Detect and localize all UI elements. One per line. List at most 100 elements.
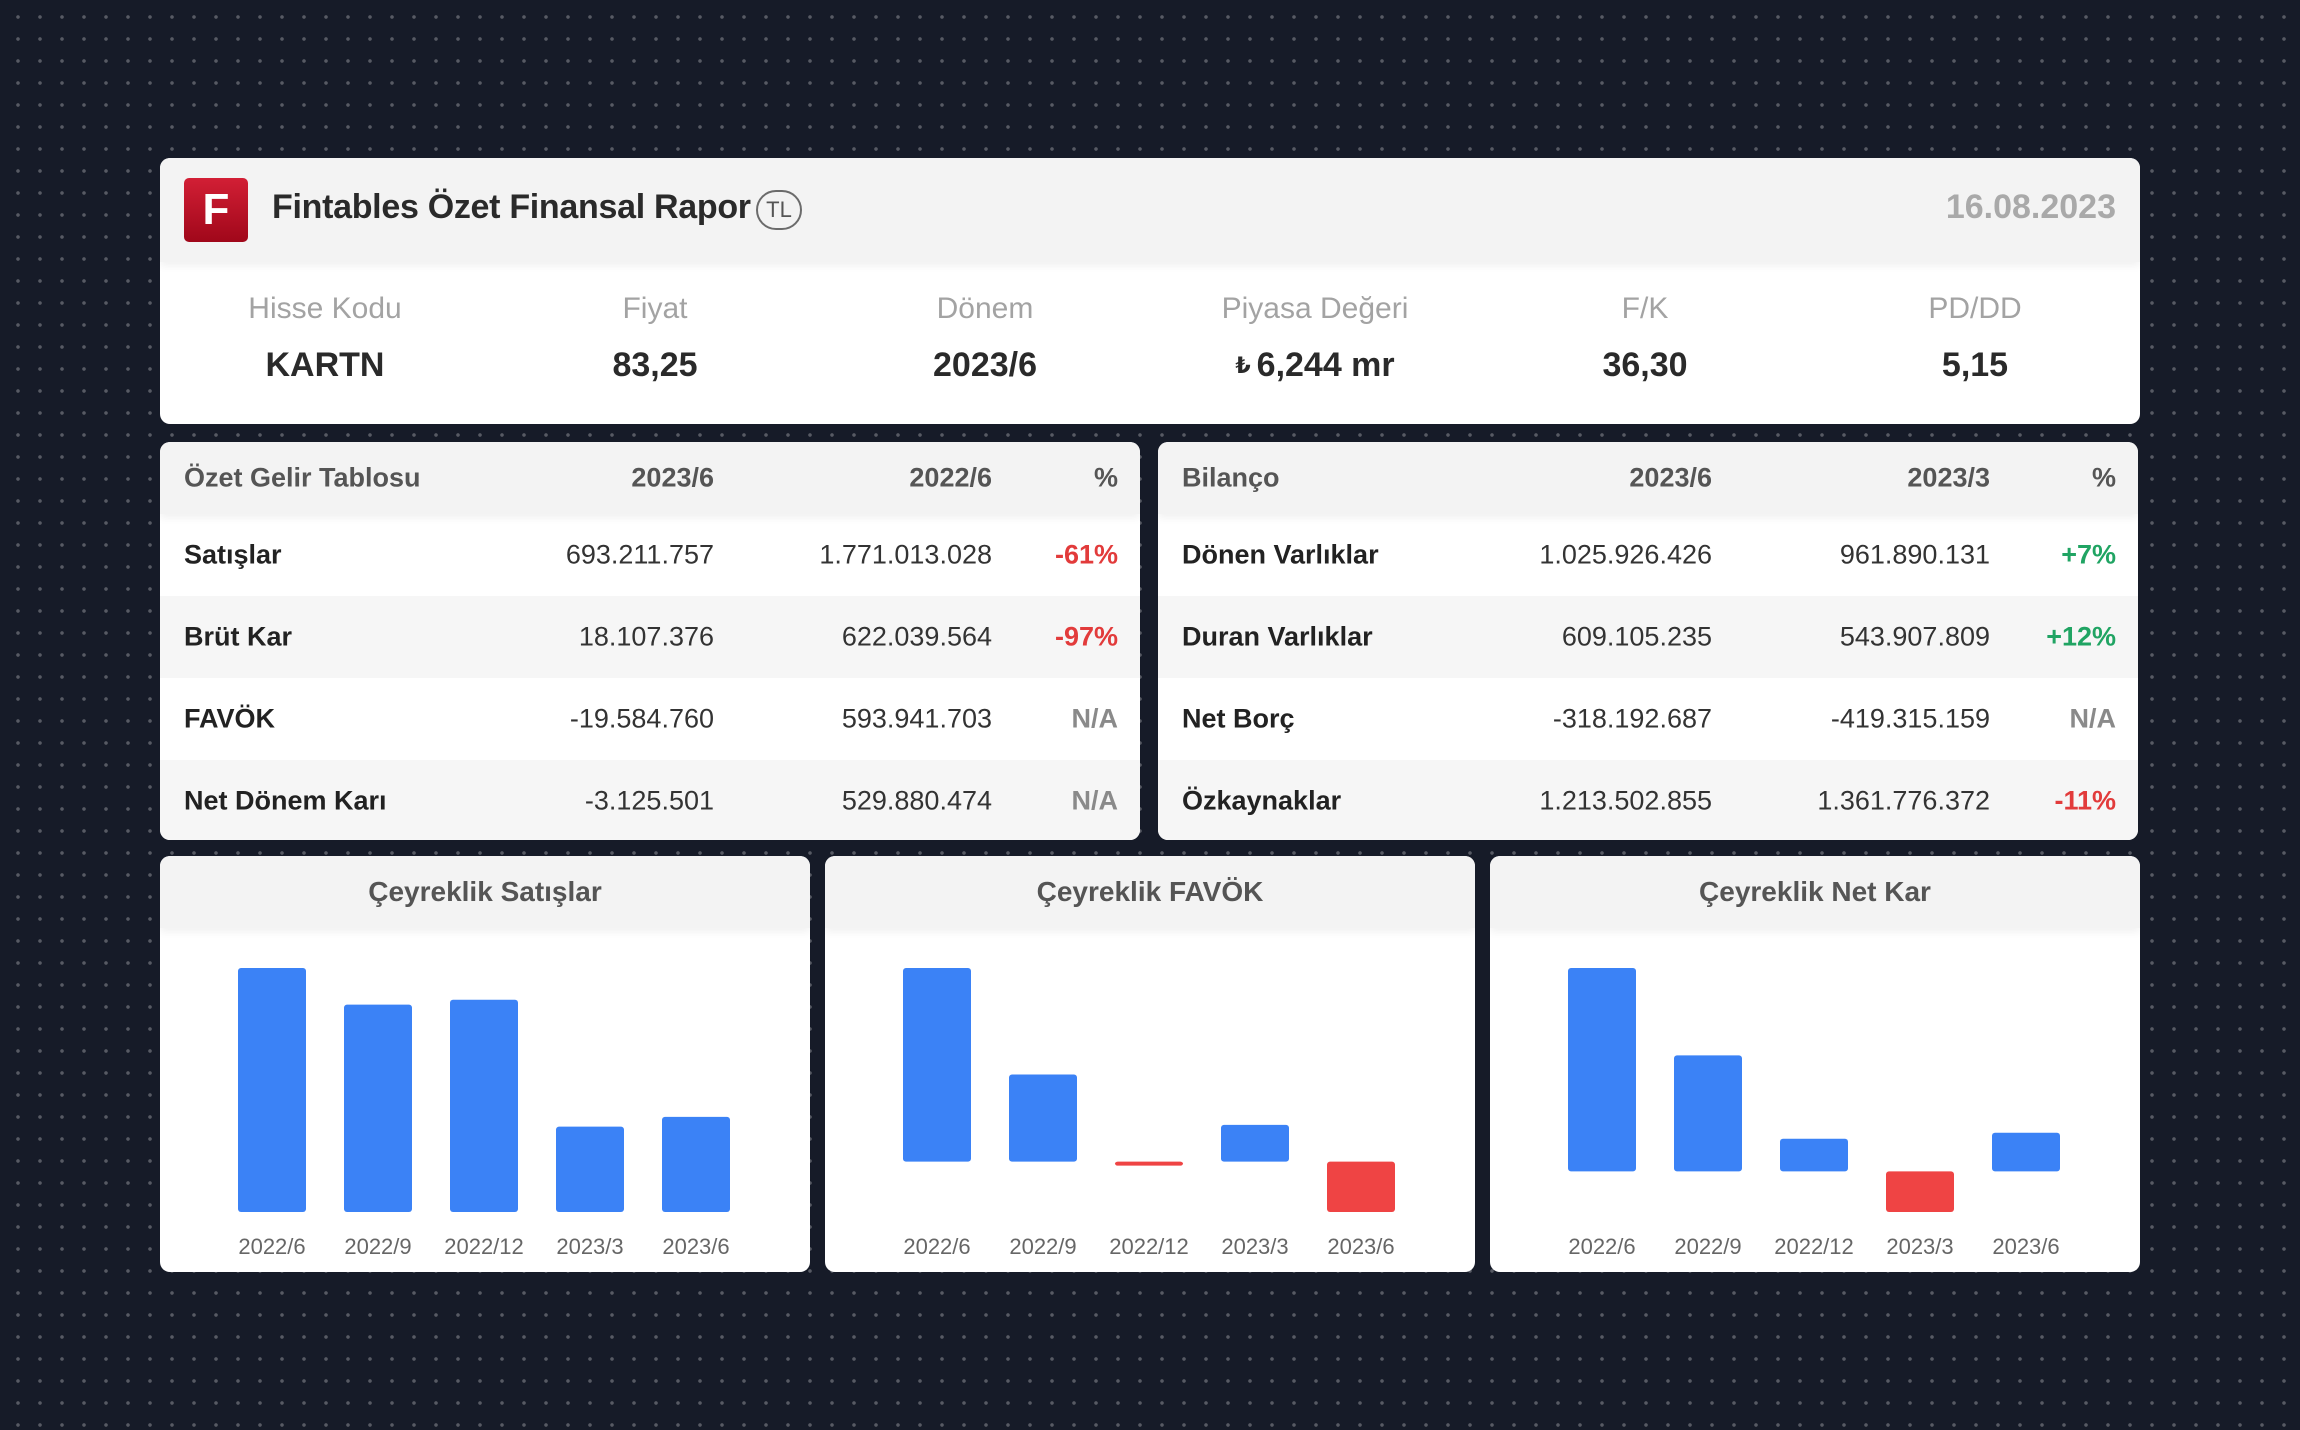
row-name: FAVÖK <box>184 703 276 734</box>
header-pct: % <box>1093 462 1118 493</box>
metric-value: 2023/6 <box>933 346 1037 384</box>
header-previous: 2023/3 <box>1907 462 1990 493</box>
chart-bar-2022/6 <box>903 968 971 1162</box>
header-current: 2023/6 <box>631 462 714 493</box>
chart-canvas: 2022/6 2022/9 2022/12 2023/3 2023/6 <box>238 968 730 1259</box>
row-previous: 529.880.474 <box>841 785 992 816</box>
chart-canvas: 2022/6 2022/9 2022/12 2023/3 2023/6 <box>903 968 1395 1259</box>
x-tick-label: 2022/6 <box>903 1234 970 1259</box>
table-row: Net Borç -318.192.687 -419.315.159 N/A <box>1158 678 2138 760</box>
income-statement-table: Özet Gelir Tablosu 2023/6 2022/6 % Satış… <box>160 442 1140 840</box>
chart-canvas: 2022/6 2022/9 2022/12 2023/3 2023/6 <box>1568 968 2060 1259</box>
chart-bar-2022/9 <box>1674 1055 1742 1172</box>
row-previous: 622.039.564 <box>841 621 992 652</box>
row-current: 693.211.757 <box>565 539 714 570</box>
x-tick-label: 2022/9 <box>1009 1234 1076 1259</box>
row-pct: -11% <box>2054 785 2116 816</box>
metric-value: 36,30 <box>1602 346 1688 384</box>
x-tick-label: 2022/9 <box>1674 1234 1741 1259</box>
header-name: Bilanço <box>1182 462 1280 493</box>
chart-bar-2022/6 <box>238 968 306 1212</box>
chart-title: Çeyreklik Net Kar <box>1490 856 2140 928</box>
x-tick-label: 2022/12 <box>1109 1234 1189 1259</box>
chart-bar-2022/9 <box>344 1004 412 1212</box>
row-name: Satışlar <box>184 539 282 570</box>
market-cap-value: 6,244 mr <box>1256 346 1395 384</box>
chart-bar-2023/6 <box>1992 1132 2060 1172</box>
header-name: Özet Gelir Tablosu <box>184 462 421 493</box>
chart-bar-2023/6 <box>1327 1161 1395 1212</box>
chart-bar-2023/3 <box>556 1126 624 1212</box>
metric-pe: F/K 36,30 <box>1480 262 1810 385</box>
row-previous: 543.907.809 <box>1839 621 1990 652</box>
metric-value: 83,25 <box>612 346 698 384</box>
metric-value: KARTN <box>265 346 385 384</box>
x-tick-label: 2023/6 <box>1327 1234 1394 1259</box>
table-row: Dönen Varlıklar 1.025.926.426 961.890.13… <box>1158 514 2138 596</box>
quarterly-sales-chart: 2022/6 2022/9 2022/12 2023/3 2023/6 Çeyrekli… <box>160 856 810 1272</box>
header-previous: 2022/6 <box>909 462 992 493</box>
row-name: Net Dönem Karı <box>184 785 387 816</box>
row-name: Brüt Kar <box>184 621 293 652</box>
chart-title: Çeyreklik FAVÖK <box>825 856 1475 928</box>
x-tick-label: 2022/6 <box>238 1234 305 1259</box>
lira-icon: ₺ <box>1235 353 1251 378</box>
chart-bar-2022/12 <box>450 999 518 1212</box>
summary-metrics: Hisse Kodu KARTN Fiyat 83,25 Dönem 2023/… <box>160 262 2140 385</box>
table-row: FAVÖK -19.584.760 593.941.703 N/A <box>160 678 1140 760</box>
row-current: -318.192.687 <box>1552 703 1712 734</box>
chart-bar-2023/3 <box>1886 1171 1954 1212</box>
chart-bar-2022/9 <box>1009 1074 1077 1162</box>
table-row: Duran Varlıklar 609.105.235 543.907.809 … <box>1158 596 2138 678</box>
metric-stock-code: Hisse Kodu KARTN <box>160 262 490 385</box>
quarterly-ebitda-chart: 2022/6 2022/9 2022/12 2023/3 2023/6 Çeyrekli… <box>825 856 1475 1272</box>
metric-label: Piyasa Değeri <box>1221 292 1409 325</box>
metric-label: Hisse Kodu <box>248 292 402 325</box>
table-header: Bilanço 2023/6 2023/3 % <box>1158 442 2138 514</box>
x-tick-label: 2023/6 <box>1992 1234 2059 1259</box>
metric-value: ₺ 6,244 mr <box>1150 346 1480 385</box>
row-previous: 1.771.013.028 <box>819 539 992 570</box>
x-tick-label: 2023/6 <box>662 1234 729 1259</box>
quarterly-net-profit-chart: 2022/6 2022/9 2022/12 2023/3 2023/6 Çeyrekli… <box>1490 856 2140 1272</box>
report-header-card: F Fintables Özet Finansal Rapor TL 16.08… <box>160 158 2140 424</box>
row-previous: 961.890.131 <box>1839 539 1990 570</box>
row-previous: -419.315.159 <box>1830 703 1990 734</box>
chart-bar-2023/6 <box>662 1116 730 1212</box>
x-tick-label: 2022/12 <box>1774 1234 1854 1259</box>
row-current: 1.213.502.855 <box>1539 785 1712 816</box>
balance-sheet-table: Bilanço 2023/6 2023/3 % Dönen Varlıklar … <box>1158 442 2138 840</box>
row-current: 18.107.376 <box>578 621 714 652</box>
header-current: 2023/6 <box>1629 462 1712 493</box>
row-name: Dönen Varlıklar <box>1182 539 1379 570</box>
row-current: 1.025.926.426 <box>1539 539 1712 570</box>
chart-bar-2022/12 <box>1115 1161 1183 1166</box>
row-pct: -61% <box>1054 539 1118 570</box>
currency-badge: TL <box>756 190 802 230</box>
metric-label: F/K <box>1621 292 1669 325</box>
row-current: -19.584.760 <box>569 703 714 734</box>
row-name: Özkaynaklar <box>1182 785 1342 816</box>
chart-title: Çeyreklik Satışlar <box>160 856 810 928</box>
row-pct: +12% <box>2046 621 2116 652</box>
row-pct: N/A <box>2069 703 2117 734</box>
x-tick-label: 2023/3 <box>1221 1234 1288 1259</box>
metric-value: 5,15 <box>1941 346 2009 384</box>
header-bar: F Fintables Özet Finansal Rapor TL 16.08… <box>160 158 2140 262</box>
metric-market-cap: Piyasa Değeri ₺ 6,244 mr <box>1150 262 1480 385</box>
table-row: Özkaynaklar 1.213.502.855 1.361.776.372 … <box>1158 760 2138 840</box>
metric-period: Dönem 2023/6 <box>820 262 1150 385</box>
row-name: Duran Varlıklar <box>1182 621 1373 652</box>
row-pct: N/A <box>1071 785 1119 816</box>
x-tick-label: 2022/9 <box>344 1234 411 1259</box>
metric-pb: PD/DD 5,15 <box>1810 262 2140 385</box>
row-current: 609.105.235 <box>1561 621 1712 652</box>
row-pct: -97% <box>1054 621 1118 652</box>
table-row: Net Dönem Karı -3.125.501 529.880.474 N/… <box>160 760 1140 840</box>
x-tick-label: 2022/6 <box>1568 1234 1635 1259</box>
x-tick-label: 2022/12 <box>444 1234 524 1259</box>
row-current: -3.125.501 <box>584 785 714 816</box>
report-date: 16.08.2023 <box>1945 188 2116 226</box>
table-header: Özet Gelir Tablosu 2023/6 2022/6 % <box>160 442 1140 514</box>
metric-label: Fiyat <box>622 292 688 325</box>
